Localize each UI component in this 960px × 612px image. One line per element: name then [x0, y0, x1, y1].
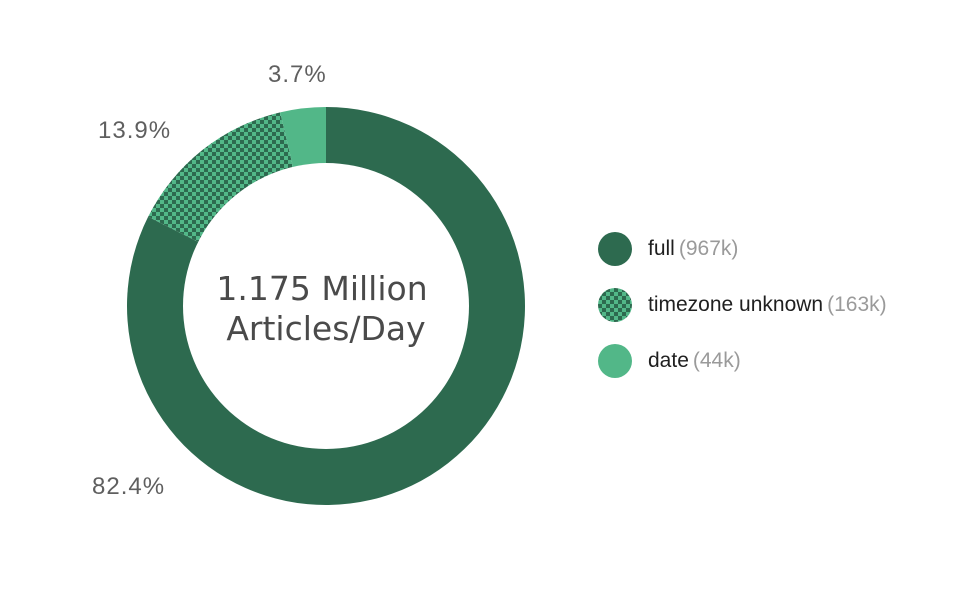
legend-count: (967k) — [678, 237, 739, 260]
legend-count: (163k) — [827, 293, 887, 316]
pct-label-timezone-unknown: 13.9% — [98, 117, 171, 144]
legend-swatch-date — [598, 344, 632, 378]
legend-swatch-timezone-unknown — [598, 288, 632, 322]
legend: full (967k) timezone unknown (163k) date… — [598, 232, 948, 400]
legend-item-date: date (44k) — [598, 344, 948, 378]
legend-item-timezone-unknown: timezone unknown (163k) — [598, 288, 948, 322]
pct-label-date: 3.7% — [268, 61, 327, 88]
legend-label: timezone unknown — [648, 293, 824, 316]
pct-label-full: 82.4% — [92, 473, 165, 500]
legend-item-full: full (967k) — [598, 232, 948, 266]
legend-label: full — [648, 237, 675, 260]
legend-swatch-full — [598, 232, 632, 266]
legend-label: date — [648, 349, 689, 372]
center-label-line-2: Articles/Day — [226, 309, 425, 348]
center-label-line-1: 1.175 Million — [216, 269, 427, 308]
donut-hole — [183, 163, 469, 449]
legend-count: (44k) — [692, 349, 741, 372]
